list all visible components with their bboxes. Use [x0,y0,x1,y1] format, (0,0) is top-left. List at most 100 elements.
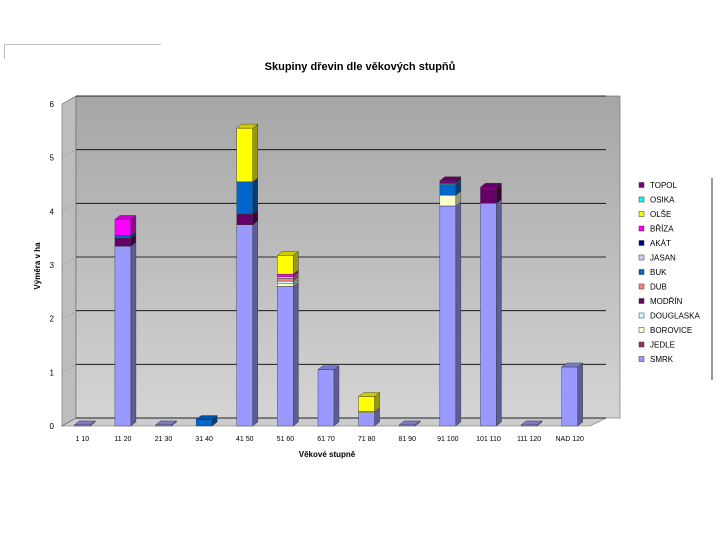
gridline-side [61,417,77,427]
legend-label: BUK [650,268,667,277]
bar-front [358,396,375,412]
bar-front [480,186,497,191]
bar-top [561,362,584,368]
bar-front [480,189,497,204]
legend-swatch [638,254,645,261]
legend-label: JEDLE [650,341,675,350]
y-axis-label: Výměra v ha [33,242,42,290]
x-axis-label: Věkové stupně [299,450,356,459]
gridline-side [61,364,77,373]
bar-side [252,220,258,427]
x-tick-label: 91 100 [437,436,459,443]
bar-side [577,362,583,427]
bar-segment [114,241,137,427]
bar-front [114,219,132,236]
gridline-side [61,310,77,319]
legend-item: DUB [638,283,667,292]
y-tick-label: 0 [50,422,55,431]
legend-item: BŘÍZA [638,225,674,234]
legend-label: JASAN [650,254,676,263]
bar-segment [236,220,259,427]
legend-label: MODŘÍN [650,297,683,306]
y-tick-label: 3 [50,261,55,270]
x-axis-ticks: 1 10 11 20 21 30 31 40 41 50 51 60 61 70 71 80 8… [75,436,584,443]
bar-front [236,224,253,427]
legend-swatch [638,225,645,232]
bar-segment [73,420,96,427]
x-tick-label: 31 40 [195,436,213,443]
bar-front [195,419,213,427]
bar-top [520,420,543,426]
y-tick-label: 2 [50,315,55,324]
bar-side [130,241,137,427]
x-tick-label: 81 90 [398,436,416,443]
x-tick-label: NAD 120 [555,436,584,443]
bar-segment [154,420,178,427]
x-tick-label: 101 110 [476,436,501,443]
bar-stack [358,392,381,427]
bar-front [439,180,457,184]
x-tick-label: 21 30 [155,436,173,443]
bar-front [236,213,253,225]
legend-item: OSIKA [638,196,675,205]
bar-stack [195,415,218,427]
bar-top [154,420,178,426]
bar-front [277,278,294,282]
legend-label: DOUGLASKA [650,312,700,321]
bar-front [561,366,578,427]
bar-side [293,282,299,427]
y-tick-label: 4 [50,207,55,216]
bar-stack [236,123,259,427]
y-tick-label: 5 [50,154,55,163]
x-tick-label: 1 10 [75,436,89,443]
bar-front [358,412,375,427]
bar-top [114,215,137,220]
bar-front [480,203,497,427]
legend-swatch [638,298,645,304]
legend: TOPOL OSIKA OLŠE BŘÍZA AKÁT JASAN BUK DUB MODŘÍN… [638,181,700,364]
legend-item: JASAN [638,254,676,263]
bar-stack [479,182,503,427]
bar-segment [358,392,381,412]
bar-segment [561,362,584,427]
legend-item: MODŘÍN [638,297,683,306]
legend-swatch [638,211,645,217]
legend-swatch [638,196,645,203]
legend-item: BOROVICE [638,326,692,335]
bar-top [195,415,218,420]
bar-segment [439,176,462,184]
bar-segment [195,415,218,427]
y-tick-label: 6 [50,100,55,109]
legend-swatch [638,356,645,362]
x-tick-label: 41 50 [236,436,254,443]
x-tick-label: 71 80 [358,436,376,443]
y-axis-ticks: 0 1 2 3 4 5 6 [50,100,55,431]
bar-front [439,184,457,196]
legend-label: TOPOL [650,181,678,190]
chart-title: Skupiny dřevin dle věkových stupňů [265,61,456,73]
gridline-side [61,149,77,158]
bar-side [252,177,258,215]
bar-side [252,123,258,183]
bar-segment [276,250,299,275]
bar-front [114,246,132,427]
bar-front [236,181,253,215]
bar-top [479,182,503,188]
legend-item: AKÁT [638,239,671,248]
bar-side [333,365,340,427]
bar-segment [276,282,299,427]
legend-swatch [638,341,645,348]
bar-stack [398,420,421,427]
bar-side [455,201,462,427]
bar-front [277,273,294,278]
bar-front [277,286,294,427]
legend-item: JEDLE [638,341,675,350]
legend-item: BUK [638,268,667,277]
bar-segment [317,365,340,427]
bar-stack [114,214,137,427]
bar-segment [236,177,259,215]
bar-front [439,195,457,207]
legend-label: SMRK [650,355,674,364]
legend-swatch [638,327,645,333]
